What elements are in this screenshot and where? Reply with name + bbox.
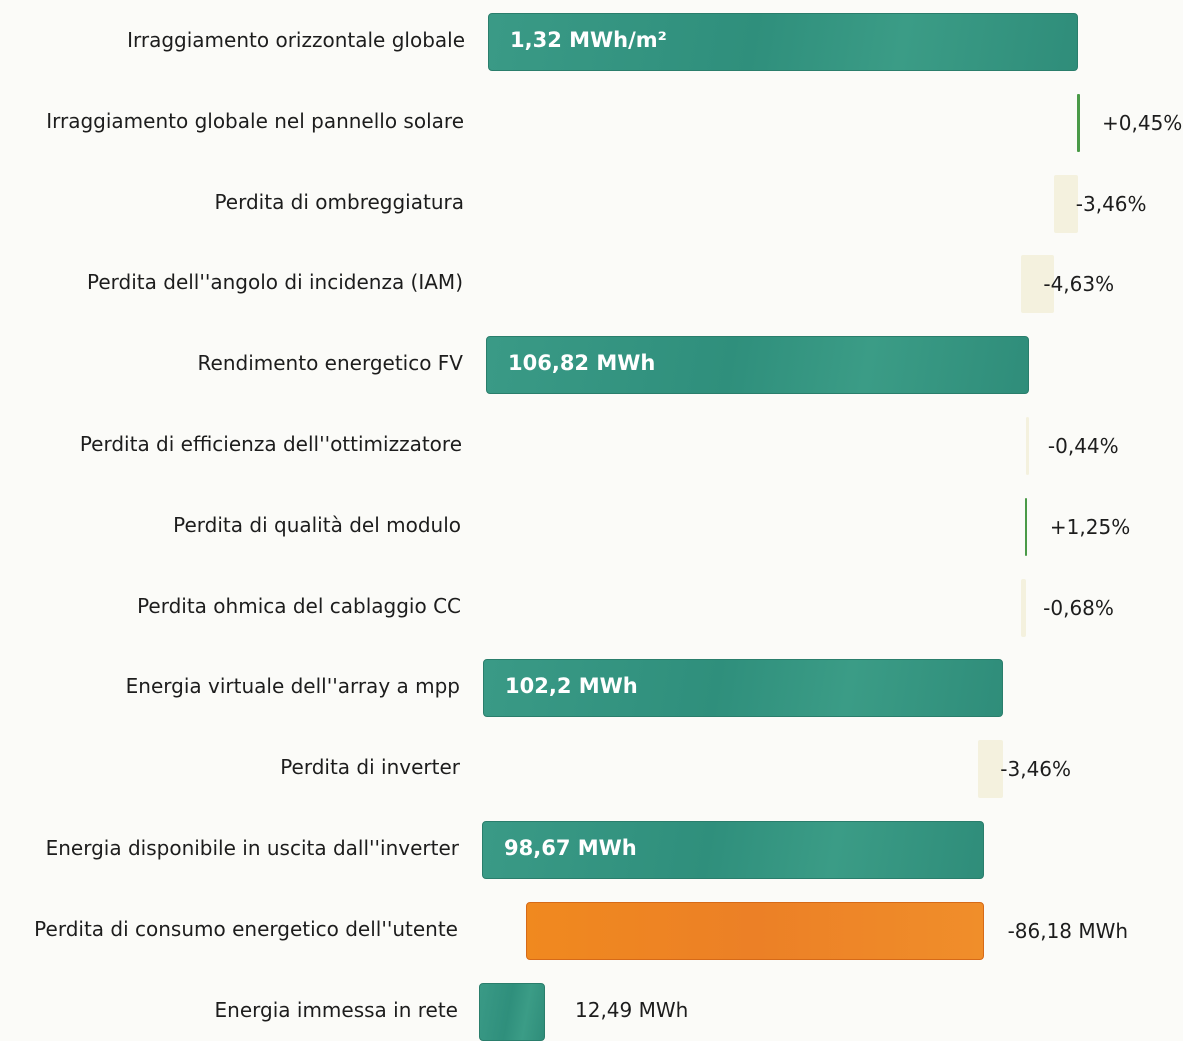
row-label: Energia disponibile in uscita dall''inve…: [45, 836, 459, 860]
bar-value-label: -86,18 MWh: [1007, 918, 1129, 943]
bar-loss: [1053, 174, 1078, 233]
bar-gain: [1024, 497, 1028, 556]
bar-value-label: -4,63%: [1043, 272, 1115, 297]
bar-loss: [1025, 417, 1029, 475]
bar-loss: [1021, 578, 1026, 637]
bar-value-label: 102,2 MWh: [505, 674, 638, 699]
bar-total: [483, 659, 1003, 718]
bar-total: [482, 821, 984, 879]
row-label: Energia virtuale dell''array a mpp: [125, 674, 460, 699]
bar-value-label: 1,32 MWh/m²: [510, 28, 667, 52]
row-label: Irraggiamento globale nel pannello solar…: [46, 108, 464, 133]
row-label: Energia immessa in rete: [214, 997, 458, 1022]
row-label: Perdita di ombreggiatura: [214, 189, 464, 214]
bar-value-label: -0,44%: [1047, 434, 1119, 458]
row-label: Rendimento energetico FV: [197, 351, 463, 376]
bar-value-label: +0,45%: [1102, 110, 1183, 135]
bar-loss: [1021, 255, 1054, 314]
row-label: Perdita di inverter: [280, 755, 460, 780]
bar-value-label: -3,46%: [1000, 757, 1072, 782]
bar-consumption: [525, 901, 984, 960]
bar-value-label: 106,82 MWh: [508, 351, 656, 376]
bar-value-label: -0,68%: [1043, 595, 1114, 620]
bar-value-label: 98,67 MWh: [504, 836, 637, 860]
row-label: Perdita ohmica del cablaggio CC: [137, 593, 461, 618]
bar-value-label: -3,46%: [1075, 191, 1147, 216]
row-label: Irraggiamento orizzontale globale: [127, 28, 465, 52]
bar-value-label: 12,49 MWh: [575, 997, 689, 1022]
row-label: Perdita di qualità del modulo: [173, 512, 461, 537]
bar-total: [486, 336, 1029, 395]
row-label: Perdita di consumo energetico dell''uten…: [34, 916, 458, 941]
bar-total: [488, 13, 1078, 71]
bar-total: [479, 982, 545, 1041]
row-label: Perdita di efficienza dell''ottimizzator…: [79, 432, 462, 456]
bar-gain: [1077, 93, 1080, 152]
bar-loss: [978, 740, 1003, 799]
bar-value-label: +1,25%: [1049, 514, 1131, 539]
row-label: Perdita dell''angolo di incidenza (IAM): [87, 270, 463, 295]
